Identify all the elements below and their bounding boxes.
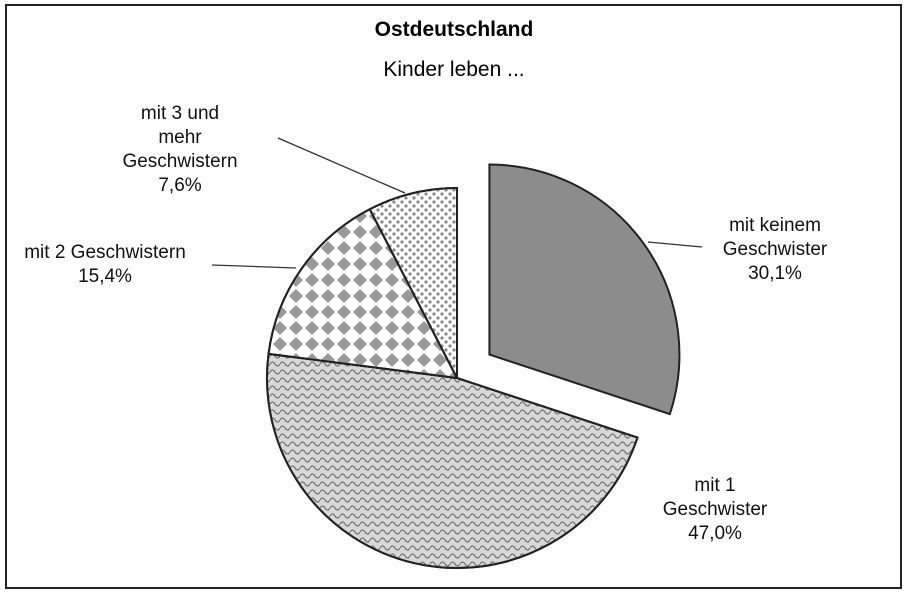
category-label: mit 1 Geschwister [662,475,768,520]
value-label: 15,4% [78,266,132,287]
value-label: 47,0% [688,523,742,544]
slice-label: mit 2 Geschwistern 15,4% [20,241,190,289]
chart-title: Ostdeutschland [374,18,534,41]
leader-line [277,137,406,194]
value-label: 7,6% [158,175,202,196]
category-label: mit 3 und mehr Geschwistern [122,103,238,172]
leader-line [211,264,297,269]
category-label: mit keinem Geschwister [722,215,828,260]
slice-label: mit 3 und mehr Geschwistern 7,6% [120,102,240,198]
leader-line [647,241,703,248]
chart-subtitle: Kinder leben ... [383,58,525,81]
category-label: mit 2 Geschwistern [24,242,186,263]
slice-pattern [266,352,639,569]
slice-label: mit 1 Geschwister 47,0% [645,474,785,546]
value-label: 30,1% [748,263,802,284]
frame [5,4,902,589]
slices [266,163,681,569]
slice-label: mit keinem Geschwister 30,1% [700,214,850,286]
slice-pattern [267,207,459,380]
slice-pattern [368,186,458,379]
pie-slice [488,163,681,416]
